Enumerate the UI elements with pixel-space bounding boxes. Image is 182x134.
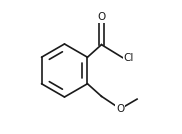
Text: O: O: [97, 12, 106, 22]
Text: Cl: Cl: [124, 53, 134, 63]
Text: O: O: [116, 104, 124, 114]
